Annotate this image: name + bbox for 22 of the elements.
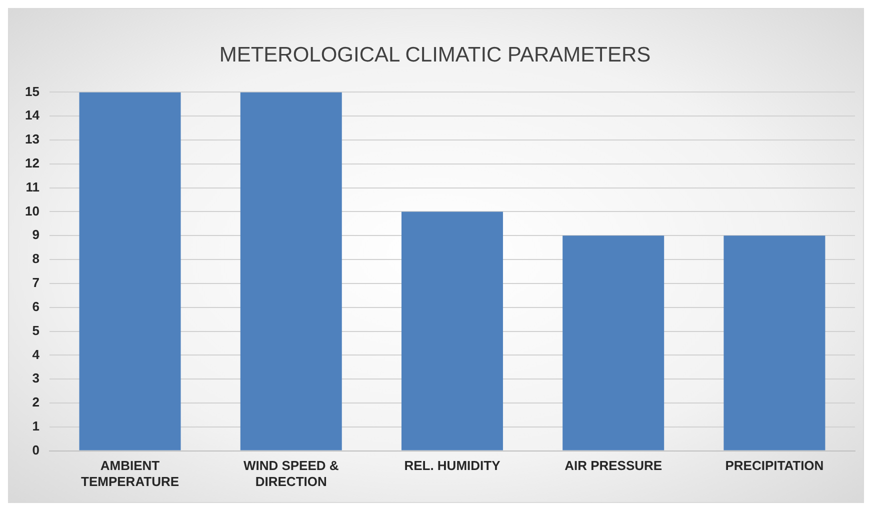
- y-tick-label: 13: [24, 132, 40, 147]
- chart-title: METEROLOGICAL CLIMATIC PARAMETERS: [219, 43, 651, 66]
- y-tick-label: 10: [24, 203, 40, 218]
- y-tick-label: 2: [32, 394, 40, 410]
- y-tick-label: 3: [32, 370, 40, 386]
- y-tick-label: 11: [26, 179, 40, 194]
- y-tick-label: 4: [32, 346, 40, 362]
- y-tick-label: 14: [24, 108, 40, 123]
- y-tick-label: 7: [32, 275, 40, 290]
- y-tick-label: 9: [32, 227, 40, 242]
- y-tick-label: 0: [32, 442, 40, 458]
- x-tick-label: AMBIENT TEMPERATURE: [81, 458, 180, 489]
- x-tick-label: REL. HUMIDITY: [404, 458, 501, 474]
- y-tick-label: 1: [32, 418, 40, 434]
- y-tick-label: 6: [32, 298, 40, 314]
- x-tick-label: AIR PRESSURE: [564, 458, 662, 474]
- y-tick-label: 15: [24, 84, 40, 99]
- x-tick-label: WIND SPEED & DIRECTION: [243, 458, 339, 489]
- x-tick-label: PRECIPITATION: [725, 458, 824, 474]
- y-tick-label: 12: [24, 156, 40, 170]
- y-tick-label: 5: [32, 322, 40, 338]
- y-tick-label: 8: [32, 251, 40, 266]
